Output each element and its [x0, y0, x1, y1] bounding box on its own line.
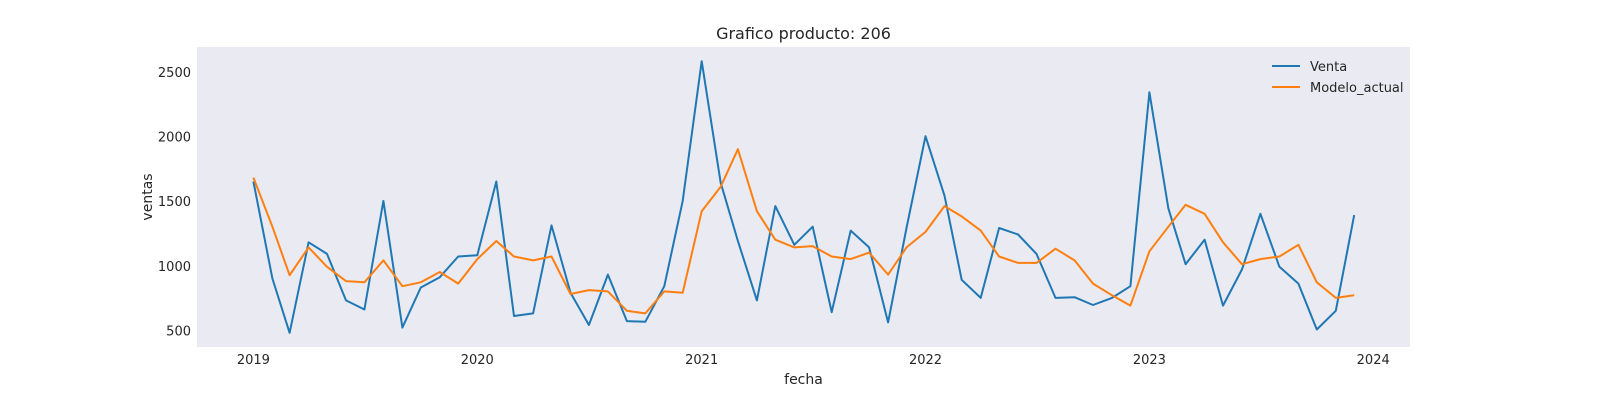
y-tick-label: 1500	[158, 195, 191, 210]
y-axis-label: ventas	[140, 173, 156, 220]
y-axis-ticks: 500 1000 1500 2000 2500	[158, 66, 191, 340]
y-tick-label: 500	[166, 324, 191, 339]
y-tick-label: 2000	[158, 131, 191, 146]
legend: Venta Modelo_actual	[1272, 60, 1404, 96]
series-line-modelo-actual	[252, 148, 1355, 315]
x-tick-label: 2020	[461, 353, 494, 368]
y-tick-label: 2500	[158, 66, 191, 81]
x-tick-label: 2021	[685, 353, 718, 368]
x-tick-label: 2022	[909, 353, 942, 368]
legend-label: Venta	[1310, 60, 1347, 75]
x-tick-label: 2023	[1133, 353, 1166, 368]
series-lines	[252, 60, 1356, 334]
plot-area	[197, 47, 1410, 347]
chart-title: Grafico producto: 206	[716, 24, 891, 43]
x-axis-ticks: 2019 2020 2021 2022 2023 2024	[237, 353, 1390, 368]
x-axis-label: fecha	[784, 372, 823, 388]
y-tick-label: 1000	[158, 260, 191, 275]
x-tick-label: 2019	[237, 353, 270, 368]
series-line-venta	[252, 60, 1356, 334]
legend-label: Modelo_actual	[1310, 81, 1404, 96]
x-tick-label: 2024	[1357, 353, 1390, 368]
